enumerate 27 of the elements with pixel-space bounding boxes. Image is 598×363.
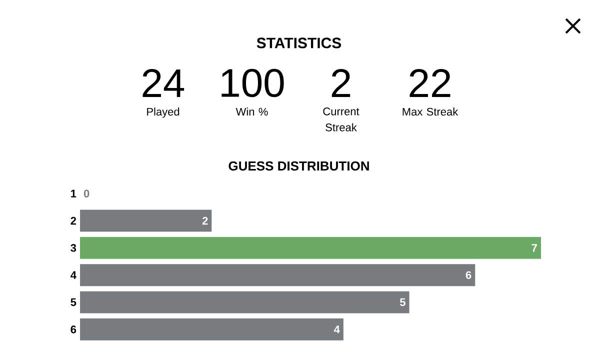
bar [80,210,212,232]
bar [80,318,344,340]
text: 2 [332,69,350,97]
y-tick-label: 2 [70,216,76,225]
bar [80,291,410,314]
text: 24 [142,69,184,97]
text: 100 [222,68,284,98]
data-label: 4 [334,326,340,334]
data-label: 2 [202,216,208,225]
text: Current Streak [323,108,360,132]
y-tick-label: 5 [70,298,76,306]
data-label: 5 [400,298,406,306]
data-label: 0 [84,190,90,198]
y-tick-label: 1 [71,190,76,198]
text: Max Streak [402,108,458,116]
text: Played [147,108,180,118]
y-tick-label: 6 [70,326,76,334]
data-label: 7 [532,244,537,252]
y-tick-label: 3 [70,244,76,252]
text: 22 [410,69,450,97]
bar [80,264,476,286]
text: Win % [236,108,268,116]
y-tick-label: 4 [70,271,76,279]
data-label: 6 [466,271,472,279]
text: STATISTICS [256,38,342,48]
bar [80,236,541,259]
chart-title: GUESS DISTRIBUTION [228,161,369,171]
